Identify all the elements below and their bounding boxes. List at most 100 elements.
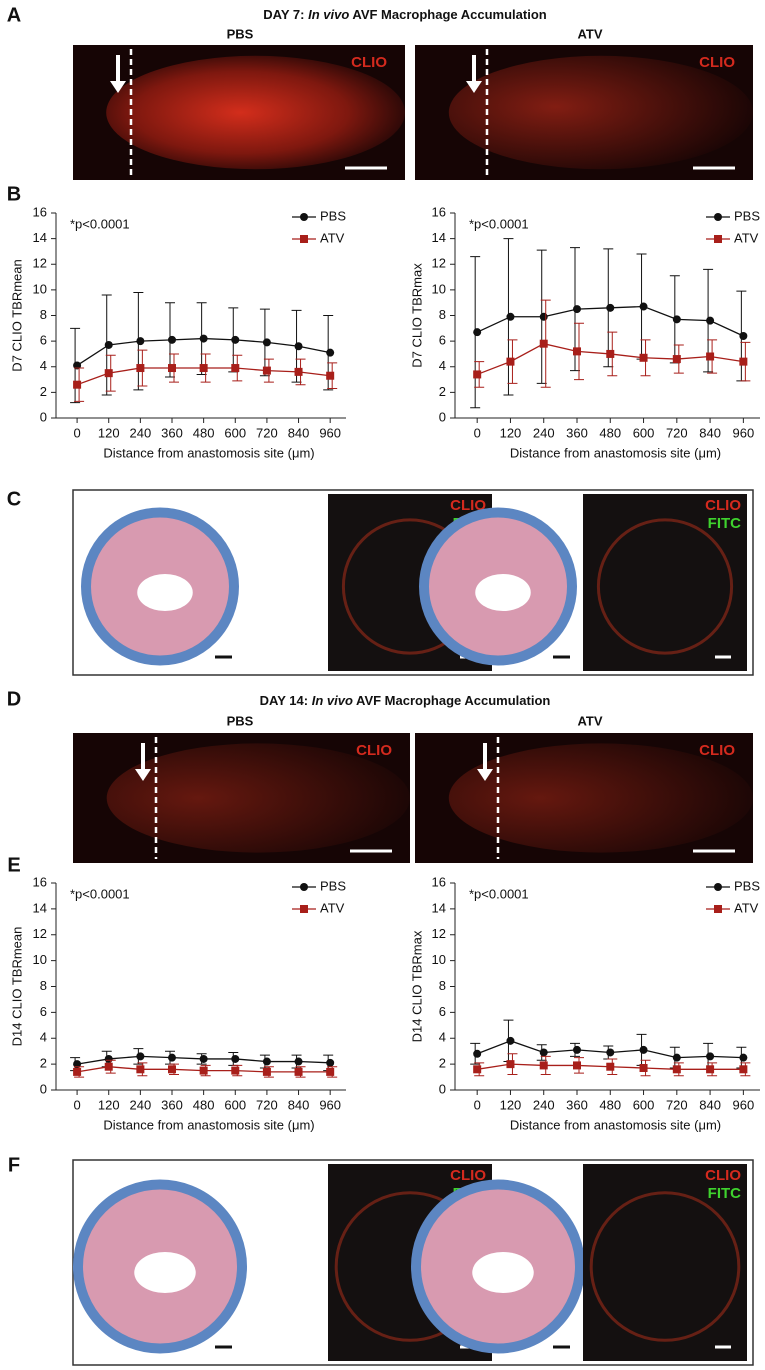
x-tick-label: 840 <box>288 425 310 440</box>
marker <box>606 1062 615 1071</box>
fluorescence-image <box>583 494 747 671</box>
legend-marker <box>300 235 308 243</box>
image-label: CLIO <box>356 742 392 759</box>
marker <box>473 328 482 337</box>
y-tick-label: 0 <box>40 1081 47 1096</box>
signal-region <box>106 743 410 853</box>
x-tick-label: 240 <box>533 425 555 440</box>
marker <box>506 1036 515 1045</box>
lumen <box>472 1252 534 1293</box>
marker <box>473 370 482 379</box>
y-axis-label: D14 CLIO TBRmax <box>409 930 424 1042</box>
x-tick-label: 600 <box>224 1097 246 1112</box>
marker <box>199 1066 208 1075</box>
y-tick-label: 4 <box>40 358 47 373</box>
panel-letter: B <box>7 183 21 205</box>
marker <box>739 357 748 366</box>
marker <box>136 1065 145 1074</box>
y-tick-label: 10 <box>432 952 446 967</box>
y-tick-label: 16 <box>33 874 47 889</box>
panel-title: DAY 14: In vivo AVF Macrophage Accumulat… <box>260 693 551 708</box>
marker <box>739 1065 748 1074</box>
y-tick-label: 8 <box>40 978 47 993</box>
y-tick-label: 10 <box>33 952 47 967</box>
marker <box>606 303 615 312</box>
marker <box>262 1057 271 1066</box>
marker <box>739 332 748 340</box>
series-line <box>76 337 331 367</box>
x-tick-label: 360 <box>566 1097 588 1112</box>
marker <box>262 338 271 347</box>
y-tick-label: 0 <box>439 409 446 424</box>
legend-label: ATV <box>734 230 759 245</box>
arrow <box>110 55 126 93</box>
group-label: PBS <box>227 713 254 728</box>
y-tick-label: 2 <box>439 384 446 399</box>
y-tick-label: 0 <box>40 409 47 424</box>
stain-label: CLIO <box>450 497 486 514</box>
y-tick-label: 6 <box>40 1004 47 1019</box>
marker <box>539 1048 548 1057</box>
panel-letter: D <box>7 688 21 710</box>
marker <box>168 1053 176 1062</box>
marker <box>706 1065 715 1074</box>
marker <box>73 380 82 389</box>
arrow <box>477 743 493 781</box>
y-tick-label: 4 <box>439 1030 446 1045</box>
marker <box>539 339 548 348</box>
x-tick-label: 360 <box>161 425 183 440</box>
stain-label: FITC <box>708 515 741 532</box>
y-tick-label: 10 <box>432 281 446 296</box>
marker <box>294 367 303 376</box>
lumen <box>475 574 531 611</box>
marker <box>639 1064 648 1073</box>
marker <box>104 369 113 378</box>
marker <box>199 1054 208 1063</box>
marker <box>506 357 515 366</box>
y-tick-label: 6 <box>40 333 47 348</box>
y-tick-label: 8 <box>439 978 446 993</box>
marker <box>639 302 648 311</box>
y-tick-label: 14 <box>33 900 47 915</box>
y-tick-label: 2 <box>40 384 47 399</box>
marker <box>672 315 681 324</box>
legend-marker <box>300 883 308 891</box>
legend-label: ATV <box>320 900 345 915</box>
panel-letter: A <box>7 4 21 26</box>
signal-region <box>106 55 405 170</box>
y-tick-label: 14 <box>33 230 47 245</box>
marker <box>231 1066 240 1075</box>
x-tick-label: 600 <box>224 425 246 440</box>
legend-marker <box>300 905 308 913</box>
y-axis-label: D7 CLIO TBRmax <box>409 263 424 368</box>
y-axis-label: D14 CLIO TBRmean <box>9 927 24 1047</box>
title-part: AVF Macrophage Accumulation <box>353 693 550 708</box>
x-tick-label: 960 <box>319 1097 341 1112</box>
y-tick-label: 12 <box>33 926 47 941</box>
marker <box>706 1052 715 1061</box>
marker <box>573 1045 581 1054</box>
y-tick-label: 12 <box>33 256 47 271</box>
marker <box>168 364 176 373</box>
y-axis-label: D7 CLIO TBRmean <box>9 259 24 371</box>
x-tick-label: 480 <box>193 425 215 440</box>
legend-label: PBS <box>734 878 760 893</box>
y-tick-label: 2 <box>439 1056 446 1071</box>
x-tick-label: 480 <box>599 425 621 440</box>
marker <box>606 1048 615 1057</box>
y-tick-label: 8 <box>439 307 446 322</box>
x-tick-label: 0 <box>73 425 80 440</box>
x-tick-label: 0 <box>73 1097 80 1112</box>
x-axis-label: Distance from anastomosis site (μm) <box>103 445 314 460</box>
y-tick-label: 4 <box>439 358 446 373</box>
x-axis-label: Distance from anastomosis site (μm) <box>510 1117 721 1132</box>
x-tick-label: 840 <box>699 425 721 440</box>
marker <box>262 366 271 375</box>
marker <box>473 1065 482 1074</box>
y-tick-label: 16 <box>432 874 446 889</box>
legend-marker <box>714 235 722 243</box>
title-part: DAY 7: <box>263 7 308 22</box>
marker <box>326 348 335 357</box>
marker <box>326 1067 335 1076</box>
fluorescence-ring <box>596 518 734 655</box>
